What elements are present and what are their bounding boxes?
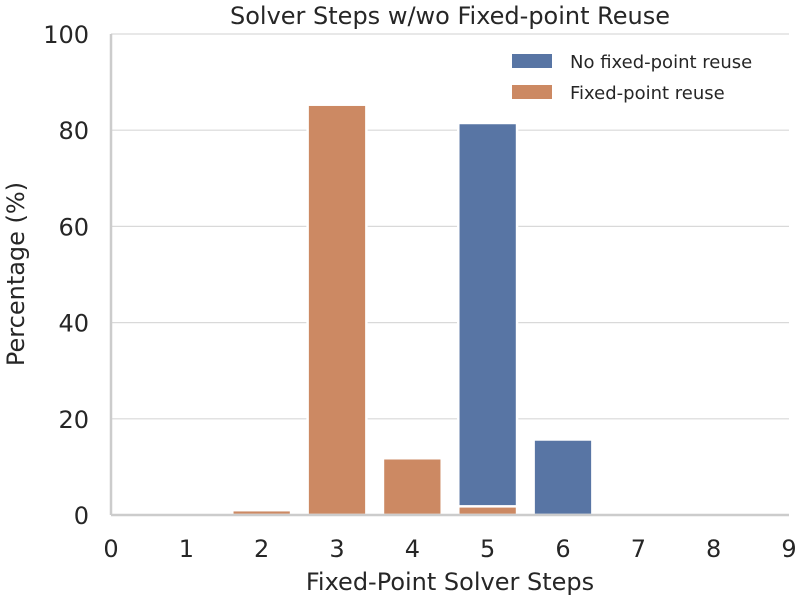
- x-tick-label-6: 6: [555, 535, 570, 563]
- x-axis-label: Fixed-Point Solver Steps: [306, 568, 594, 596]
- bar-no-reuse-6: [532, 438, 594, 517]
- x-tick-label-3: 3: [329, 535, 344, 563]
- tick-labels: 0 20 40 60 80 100 0 1 2 3 4 5 6 7 8 9: [43, 21, 796, 563]
- bar-no-reuse-5: [457, 121, 519, 517]
- y-tick-label-60: 60: [58, 213, 89, 241]
- chart-title: Solver Steps w/wo Fixed-point Reuse: [230, 2, 670, 30]
- legend-label-reuse: Fixed-point reuse: [570, 83, 725, 104]
- axes: [109, 34, 789, 517]
- x-tick-label-7: 7: [631, 535, 646, 563]
- y-tick-label-40: 40: [58, 310, 89, 338]
- x-tick-label-4: 4: [405, 535, 420, 563]
- bar-reuse-4: [381, 456, 443, 517]
- bar-reuse-3: [306, 103, 368, 517]
- x-tick-label-8: 8: [706, 535, 721, 563]
- y-tick-label-20: 20: [58, 406, 89, 434]
- y-tick-label-100: 100: [43, 21, 89, 49]
- x-tick-label-0: 0: [103, 535, 118, 563]
- x-tick-label-2: 2: [254, 535, 269, 563]
- legend-swatch-no-reuse: [512, 54, 552, 68]
- x-tick-label-1: 1: [179, 535, 194, 563]
- bar-reuse-5: [457, 505, 519, 517]
- legend-swatch-reuse: [512, 85, 552, 99]
- y-axis-label: Percentage (%): [2, 182, 30, 366]
- legend-label-no-reuse: No fixed-point reuse: [570, 52, 752, 73]
- y-tick-label-0: 0: [74, 502, 89, 530]
- gridlines: [111, 33, 789, 420]
- y-tick-label-80: 80: [58, 117, 89, 145]
- bars: [231, 103, 669, 517]
- x-tick-label-9: 9: [781, 535, 796, 563]
- x-tick-label-5: 5: [480, 535, 495, 563]
- legend: No fixed-point reuse Fixed-point reuse: [512, 52, 752, 104]
